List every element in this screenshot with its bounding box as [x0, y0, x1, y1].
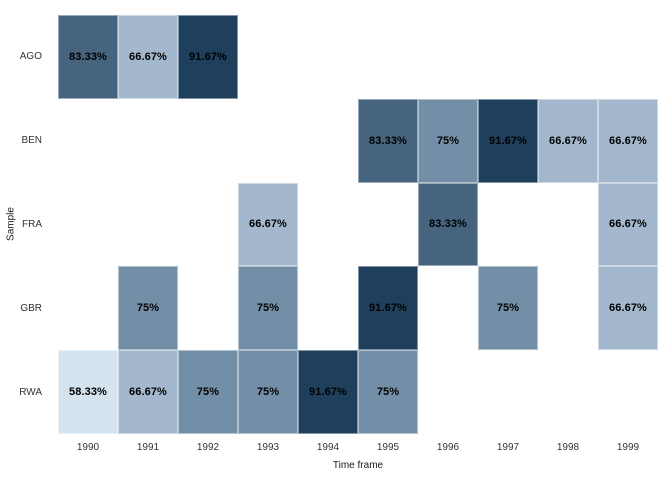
heatmap-cell-ben-1996: 75% [418, 98, 478, 183]
x-tick-label-1995: 1995 [376, 442, 400, 453]
x-tick-label-1997: 1997 [496, 442, 520, 453]
heatmap-cell-ben-1997: 91.67% [478, 98, 538, 183]
y-tick-label-rwa: RWA [19, 386, 42, 398]
heatmap-cell-ago-1991: 66.67% [118, 15, 178, 99]
x-tick-label-1996: 1996 [436, 442, 460, 453]
x-tick-label-1991: 1991 [136, 442, 160, 453]
heatmap-cell-fra-1993: 66.67% [238, 182, 298, 267]
heatmap-cell-gbr-1997: 75% [478, 266, 538, 351]
x-tick-label-1993: 1993 [256, 442, 280, 453]
heatmap-cell-rwa-1994: 91.67% [298, 350, 358, 434]
heatmap-cell-ago-1992: 91.67% [178, 15, 238, 99]
heatmap-cell-gbr-1991: 75% [118, 266, 178, 351]
heatmap-panel: 83.33% 66.67% 91.67% 83.33% 75% 91.67% 66.67% 6… [58, 15, 658, 434]
y-tick-label-fra: FRA [22, 218, 42, 230]
heatmap-cell-ago-1990: 83.33% [58, 15, 118, 99]
y-tick-label-ago: AGO [19, 51, 42, 63]
heatmap-cell-rwa-1995: 75% [358, 350, 418, 434]
heatmap-cell-rwa-1990: 58.33% [58, 350, 118, 434]
heatmap-cell-gbr-1993: 75% [238, 266, 298, 351]
y-tick-label-ben: BEN [21, 135, 42, 147]
heatmap-cell-rwa-1993: 75% [238, 350, 298, 434]
heatmap-cell-fra-1996: 83.33% [418, 182, 478, 267]
x-tick-label-1994: 1994 [316, 442, 340, 453]
heatmap-cell-fra-1999: 66.67% [598, 182, 658, 267]
heatmap-cell-ben-1995: 83.33% [358, 98, 418, 183]
heatmap-cell-rwa-1991: 66.67% [118, 350, 178, 434]
x-tick-label-1990: 1990 [76, 442, 100, 453]
heatmap-cell-rwa-1992: 75% [178, 350, 238, 434]
heatmap-cell-ben-1998: 66.67% [538, 98, 598, 183]
heatmap-cell-gbr-1999: 66.67% [598, 266, 658, 351]
heatmap-cell-gbr-1995: 91.67% [358, 266, 418, 351]
x-tick-label-1992: 1992 [196, 442, 220, 453]
x-tick-label-1998: 1998 [556, 442, 580, 453]
x-tick-label-1999: 1999 [616, 442, 640, 453]
heatmap-cell-ben-1999: 66.67% [598, 98, 658, 183]
x-axis-title: Time frame [332, 460, 384, 471]
y-tick-label-gbr: GBR [20, 302, 42, 314]
